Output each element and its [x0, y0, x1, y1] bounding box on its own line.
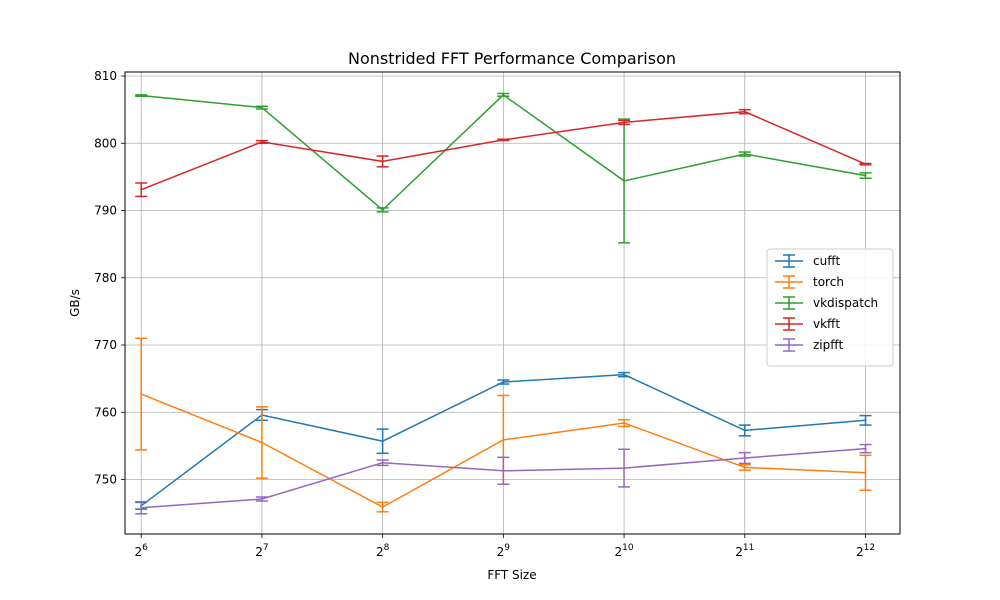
- y-tick-label: 760: [94, 405, 117, 419]
- data-point: [502, 138, 505, 141]
- y-axis: 750 760 770 780 790 800 810: [94, 69, 125, 487]
- data-point: [260, 106, 263, 109]
- legend-label: zipfft: [813, 338, 844, 352]
- data-point: [260, 140, 263, 143]
- x-tick-label: 28: [376, 543, 390, 559]
- legend-label: torch: [813, 275, 844, 289]
- y-tick-label: 810: [94, 69, 117, 83]
- data-point: [623, 179, 626, 182]
- legend-item-torch: torch: [775, 275, 844, 289]
- data-point: [623, 422, 626, 425]
- data-point: [140, 188, 143, 191]
- data-point: [864, 447, 867, 450]
- data-point: [623, 467, 626, 470]
- data-point: [260, 441, 263, 444]
- y-tick-label: 750: [94, 473, 117, 487]
- data-point: [381, 160, 384, 163]
- data-point: [502, 381, 505, 384]
- data-point: [743, 466, 746, 469]
- legend-label: cufft: [813, 254, 840, 268]
- data-point: [260, 498, 263, 501]
- data-point: [623, 121, 626, 124]
- legend-label: vkdispatch: [813, 296, 878, 310]
- x-axis: 26 27 28 29 210 211 212: [135, 534, 875, 559]
- data-point: [864, 163, 867, 166]
- legend-item-cufft: cufft: [775, 254, 840, 268]
- x-tick-label: 210: [615, 543, 634, 559]
- data-point: [743, 153, 746, 156]
- chart-title: Nonstrided FFT Performance Comparison: [348, 49, 676, 68]
- series-zipfft: [135, 443, 872, 515]
- data-point: [743, 457, 746, 460]
- legend-item-vkfft: vkfft: [775, 317, 840, 331]
- series-vkdispatch: [135, 92, 872, 244]
- data-point: [502, 469, 505, 472]
- data-point: [140, 393, 143, 396]
- x-tick-label: 26: [135, 543, 149, 559]
- data-point: [623, 373, 626, 376]
- legend-item-vkdispatch: vkdispatch: [775, 296, 878, 310]
- y-tick-label: 780: [94, 271, 117, 285]
- y-tick-label: 770: [94, 338, 117, 352]
- legend-box: [766, 248, 894, 367]
- y-axis-title: GB/s: [68, 289, 82, 317]
- x-axis-title: FFT Size: [487, 568, 536, 582]
- series-group: [135, 92, 872, 515]
- x-tick-label: 212: [856, 543, 875, 559]
- legend: cufft torch vkdispatch vkfft zipfft: [766, 248, 894, 367]
- data-point: [743, 429, 746, 432]
- data-point: [381, 208, 384, 211]
- data-point: [864, 419, 867, 422]
- y-tick-label: 800: [94, 136, 117, 150]
- data-point: [502, 93, 505, 96]
- data-point: [381, 440, 384, 443]
- legend-label: vkfft: [813, 317, 840, 331]
- data-point: [743, 110, 746, 113]
- data-point: [140, 94, 143, 97]
- data-point: [381, 506, 384, 509]
- data-point: [864, 471, 867, 474]
- series-vkfft: [135, 108, 872, 198]
- legend-item-zipfft: zipfft: [775, 338, 844, 352]
- plot-frame: [124, 71, 901, 535]
- data-point: [140, 506, 143, 509]
- x-tick-label: 211: [735, 543, 754, 559]
- x-tick-label: 29: [497, 543, 511, 559]
- data-point: [502, 438, 505, 441]
- data-point: [864, 174, 867, 177]
- y-tick-label: 790: [94, 204, 117, 218]
- x-tick-label: 27: [255, 543, 268, 559]
- data-point: [381, 461, 384, 464]
